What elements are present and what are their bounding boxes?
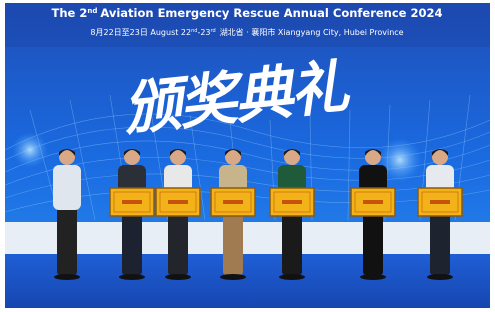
shoes: [360, 274, 386, 280]
stage-floor: [5, 254, 490, 308]
shoes: [427, 274, 453, 280]
shoes: [165, 274, 191, 280]
superscript: rd: [211, 28, 216, 34]
page: The 2ndAviation Emergency Rescue Annual …: [0, 0, 495, 312]
photo: The 2ndAviation Emergency Rescue Annual …: [0, 0, 495, 312]
plaque-label: [223, 200, 243, 204]
legs: [57, 205, 77, 275]
title-text: Aviation Emergency Rescue Annual Confere…: [100, 6, 442, 20]
subtitle-text: -23: [197, 28, 210, 37]
superscript: nd: [87, 7, 97, 15]
plaque-label: [282, 200, 302, 204]
stage-wall: [5, 222, 490, 256]
subtitle-text: 8月22日至23日 August 22: [90, 28, 191, 37]
shoes: [220, 274, 246, 280]
shoes: [279, 274, 305, 280]
subtitle-text: 湖北省 · 襄阳市 Xiangyang City, Hubei Province: [220, 27, 404, 37]
light-glow: [12, 132, 48, 168]
shoes: [54, 274, 80, 280]
plaque-label: [430, 200, 450, 204]
plaque-label: [363, 200, 383, 204]
shoes: [119, 274, 145, 280]
plaque-label: [168, 200, 188, 204]
torso: [53, 165, 81, 210]
title-text: The 2: [52, 6, 88, 20]
plaque-label: [122, 200, 142, 204]
